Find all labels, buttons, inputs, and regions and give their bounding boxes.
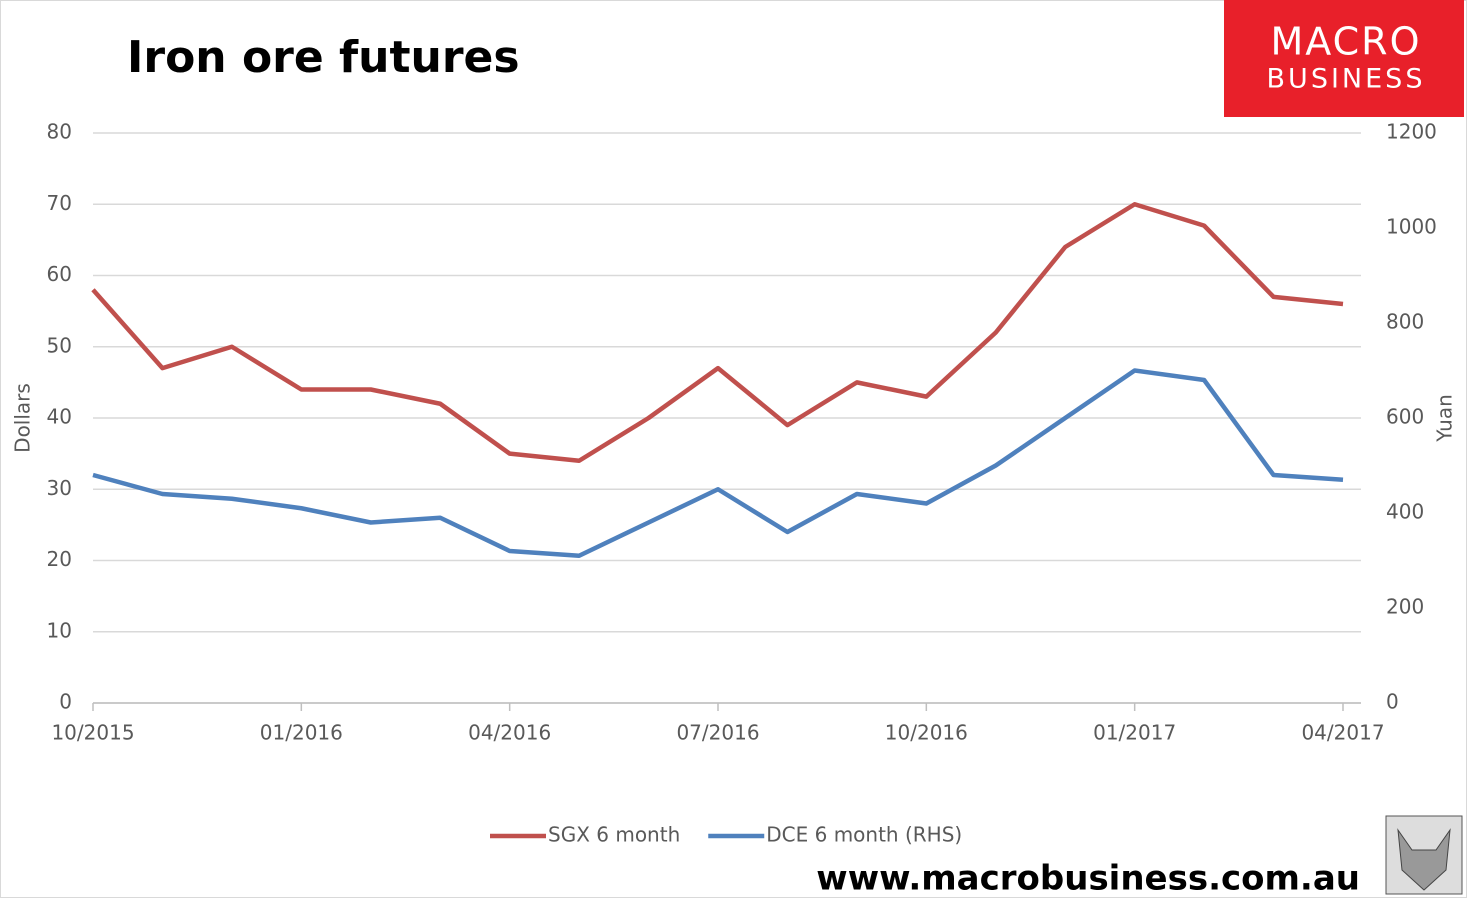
y-tick-label: 0 [59, 690, 72, 714]
y2-tick-label: 200 [1386, 595, 1424, 619]
legend-label: DCE 6 month (RHS) [766, 823, 962, 847]
fox-icon [1397, 828, 1451, 891]
y-tick-label: 10 [47, 618, 72, 642]
y-tick-label: 20 [47, 547, 72, 571]
y-tick-label: 40 [47, 405, 72, 429]
series-line [92, 368, 1344, 558]
y-tick-label: 30 [47, 476, 72, 500]
x-tick-label: 10/2016 [885, 721, 968, 745]
chart-title: Iron ore futures [127, 32, 520, 83]
y2-tick-label: 800 [1386, 310, 1424, 334]
logo-box [1224, 0, 1464, 117]
logo-text: BUSINESS [1267, 64, 1426, 95]
x-tick-label: 04/2017 [1301, 721, 1384, 745]
y-tick-label: 50 [47, 333, 72, 357]
x-tick-label: 07/2016 [676, 721, 759, 745]
x-tick-label: 04/2016 [468, 721, 551, 745]
x-tick-label: 01/2017 [1093, 721, 1176, 745]
y-tick-label: 80 [47, 120, 72, 144]
y2-tick-label: 1000 [1386, 215, 1437, 239]
x-tick-label: 10/2015 [51, 721, 134, 745]
legend-label: SGX 6 month [548, 823, 680, 847]
series-line [91, 202, 1344, 463]
y2-tick-label: 600 [1386, 405, 1424, 429]
logo-text: MACRO [1271, 20, 1422, 64]
x-tick-label: 01/2016 [260, 721, 343, 745]
y-tick-label: 70 [47, 191, 72, 215]
y-axis-title: Dollars [11, 383, 35, 453]
y2-tick-label: 400 [1386, 500, 1424, 524]
footer-url: www.macrobusiness.com.au [816, 859, 1360, 898]
y2-tick-label: 1200 [1386, 120, 1437, 144]
y2-tick-label: 0 [1386, 690, 1399, 714]
y-tick-label: 60 [47, 262, 72, 286]
y2-axis-title: Yuan [1433, 394, 1457, 443]
